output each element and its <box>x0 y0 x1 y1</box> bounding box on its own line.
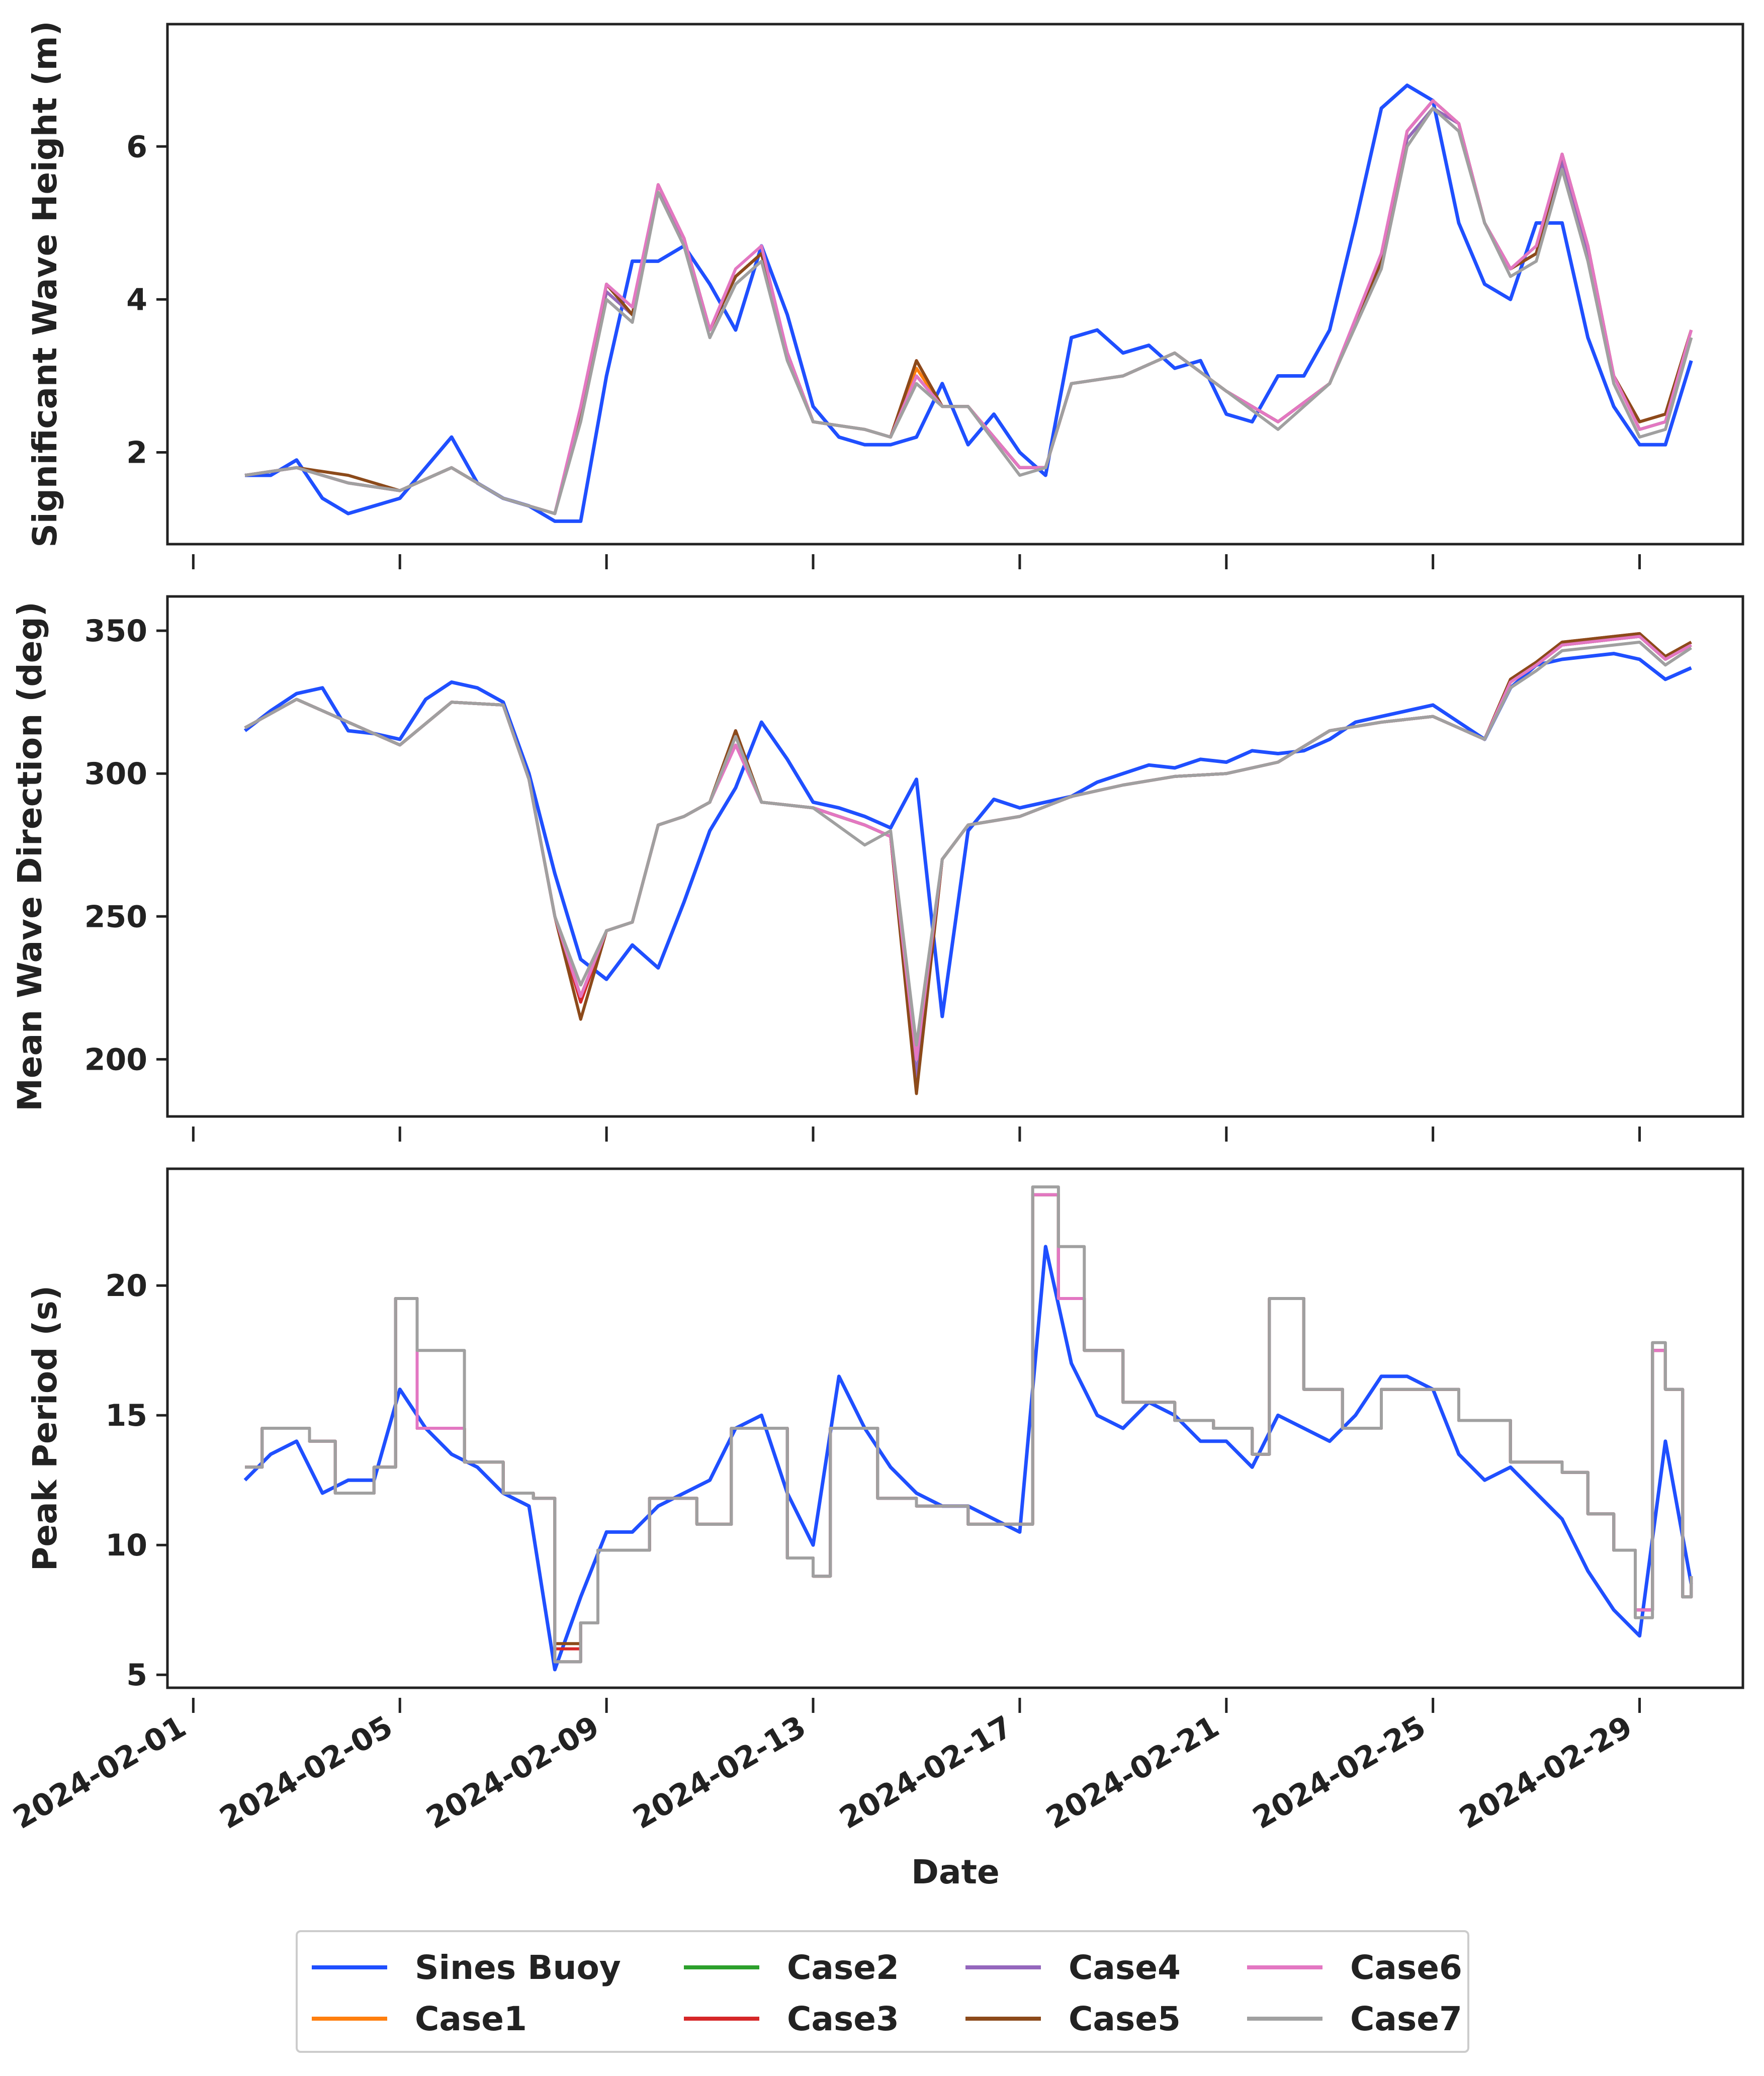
series-line-sines-buoy <box>243 1245 1693 1672</box>
x-tick-label: 2024-02-25 <box>1247 1709 1432 1836</box>
series-line-sines-buoy <box>245 83 1693 523</box>
legend-entry-case5: Case5 <box>1069 2000 1181 2038</box>
panel-significant-wave-height: Significant Wave Height (m) 2 4 6 <box>26 21 1744 569</box>
y-axis-label-peak-period: Peak Period (s) <box>26 1285 64 1571</box>
series-line-case7 <box>244 640 1692 1047</box>
x-tick-label: 2024-02-13 <box>627 1709 812 1836</box>
y-tick-label: 15 <box>106 1398 148 1433</box>
legend-frame <box>296 1930 1469 2053</box>
series-line-case6 <box>244 635 1692 1061</box>
panel-peak-period: Peak Period (s) 5 10 15 20 <box>26 1167 1744 1713</box>
y-tick-label: 6 <box>126 129 147 164</box>
series-line-case5 <box>244 99 1693 515</box>
y-axis-label-wave-direction: Mean Wave Direction (deg) <box>11 601 49 1111</box>
y-tick-label: 200 <box>84 1042 147 1077</box>
plot-frame <box>166 1167 1744 1689</box>
x-tick-label: 2024-02-17 <box>834 1709 1018 1836</box>
legend-entry-sines-buoy: Sines Buoy <box>415 1948 621 1987</box>
y-tick-label: 2 <box>126 436 147 471</box>
legend-entry-case4: Case4 <box>1069 1948 1181 1987</box>
panel-mean-wave-direction: Mean Wave Direction (deg) 200 250 300 350 <box>11 595 1744 1142</box>
legend-entry-case7: Case7 <box>1350 2000 1462 2038</box>
plot-frame <box>166 23 1744 546</box>
legend-entry-case1: Case1 <box>415 2000 527 2038</box>
y-tick-label: 5 <box>126 1658 147 1693</box>
plot-frame <box>166 595 1744 1118</box>
legend: Sines Buoy Case1 Case2 Case3 Case4 Case5 Case6… <box>296 1930 1469 2053</box>
series-line-case3 <box>244 99 1693 515</box>
x-tick-label: 2024-02-29 <box>1454 1709 1638 1836</box>
series-line-case7 <box>244 107 1693 515</box>
series-line-case6 <box>244 99 1693 515</box>
legend-entry-case3: Case3 <box>787 2000 899 2038</box>
series-line-case7 <box>245 1185 1693 1664</box>
legend-entry-case2: Case2 <box>787 1948 899 1987</box>
x-axis-label: Date <box>911 1853 1000 1891</box>
x-tick-label: 2024-02-09 <box>420 1709 605 1836</box>
y-tick-label: 300 <box>84 756 147 792</box>
legend-entry-case6: Case6 <box>1350 1948 1462 1987</box>
y-tick-label: 10 <box>106 1528 148 1563</box>
y-tick-label: 20 <box>106 1268 148 1304</box>
y-tick-label: 4 <box>126 282 147 317</box>
x-tick-label: 2024-02-05 <box>214 1709 398 1836</box>
y-tick-label: 350 <box>84 614 147 649</box>
x-tick-label: 2024-02-21 <box>1040 1709 1225 1836</box>
series-line-case6 <box>245 1193 1693 1664</box>
y-tick-label: 250 <box>84 899 147 934</box>
y-axis-label-wave-height: Significant Wave Height (m) <box>26 21 64 547</box>
x-tick-label: 2024-02-01 <box>7 1709 192 1836</box>
series-line-sines-buoy <box>243 652 1692 1018</box>
